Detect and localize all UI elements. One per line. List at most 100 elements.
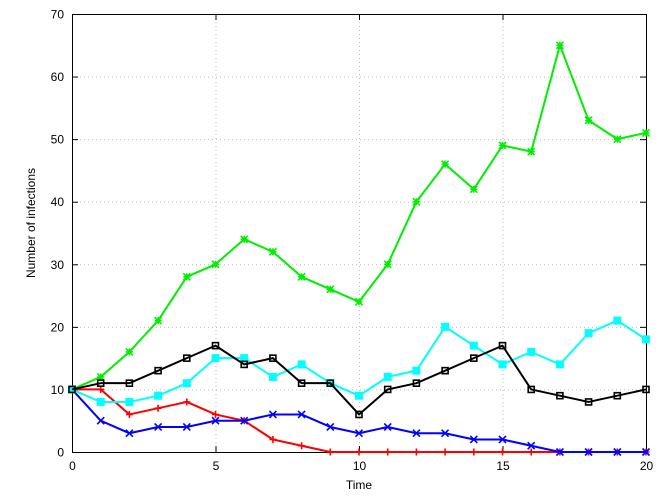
x-tick-label: 10	[353, 459, 367, 473]
series-4-point	[240, 354, 249, 363]
x-axis-title: Time	[346, 478, 373, 492]
series-3-point	[412, 429, 421, 438]
series-3-point	[354, 429, 364, 438]
axis-ticks: 0 5 10 15 20 0 10 20 30 40 50 60 70	[51, 8, 654, 474]
series-1-point	[441, 448, 449, 456]
series-2-point	[96, 372, 105, 381]
series-2-point	[412, 197, 421, 206]
y-tick-label: 50	[51, 133, 65, 147]
x-tick-label: 5	[213, 459, 220, 473]
series-5-point	[240, 360, 248, 369]
series-3-point	[297, 410, 306, 419]
series-5-point	[183, 354, 191, 362]
series-4-point	[96, 397, 105, 406]
series-4-point	[182, 379, 191, 388]
series-1-point	[326, 448, 334, 456]
series-2-point	[613, 135, 622, 144]
series-2-point	[240, 235, 249, 244]
series-3-point	[182, 422, 191, 432]
series-4-point	[613, 316, 622, 325]
series-4-point	[125, 397, 134, 406]
series-4-point	[584, 329, 593, 338]
series-4-point	[555, 360, 564, 369]
series-5-point	[269, 354, 277, 362]
series-4-point	[469, 341, 478, 350]
x-tick-label: 15	[496, 459, 510, 473]
series-4-point	[211, 354, 220, 363]
series-5-point	[441, 366, 449, 375]
series-5-point	[498, 341, 507, 350]
series-5-point	[527, 385, 536, 394]
series-5-point	[96, 379, 105, 387]
series-3-point	[154, 422, 163, 432]
series-4-point	[383, 372, 392, 381]
series-3-point	[613, 447, 622, 457]
series-4-point	[441, 322, 450, 331]
series-4-point	[412, 366, 421, 375]
x-tick-label: 0	[69, 459, 76, 473]
series-3-point	[584, 447, 593, 457]
series-2-point	[297, 272, 306, 281]
series-4-point	[297, 360, 306, 369]
series-2-point	[154, 316, 163, 325]
y-axis-title: Number of infections	[24, 168, 38, 278]
y-tick-label: 70	[51, 8, 65, 22]
y-tick-label: 10	[51, 383, 65, 397]
series-2-point	[383, 260, 392, 269]
series-2-point	[469, 185, 478, 194]
series-2-point	[498, 141, 507, 150]
series-4-point	[527, 347, 536, 356]
series-1-point	[412, 448, 420, 456]
y-tick-label: 30	[51, 258, 65, 272]
series-5-point	[613, 391, 622, 400]
y-tick-label: 40	[51, 195, 65, 209]
y-tick-label: 20	[51, 320, 65, 334]
series-2-point	[584, 116, 593, 125]
series-2-point	[441, 160, 450, 169]
series-5-point	[469, 354, 478, 362]
series-5-point	[154, 366, 162, 375]
series-3-point	[498, 435, 507, 444]
series-5-point	[326, 379, 335, 387]
series-1-point	[355, 448, 363, 456]
y-tick-label: 0	[57, 446, 64, 460]
series-1-point	[499, 448, 506, 456]
series-2-point	[527, 147, 536, 156]
y-tick-label: 60	[51, 70, 65, 84]
series-3-point	[96, 416, 105, 425]
grid	[72, 14, 647, 453]
series-3-point	[469, 435, 478, 444]
series-3-point	[641, 447, 651, 457]
series-1-point	[154, 404, 162, 412]
series-3-point	[268, 410, 277, 419]
series-4-point	[268, 372, 277, 381]
series-3-point	[527, 441, 536, 450]
series-2-line	[71, 44, 647, 391]
series-2-point	[125, 347, 134, 356]
series-1-point	[470, 448, 478, 456]
series-2-point	[211, 260, 220, 269]
series-4-point	[642, 335, 650, 344]
series-5-line	[71, 344, 647, 416]
series-5-point	[642, 385, 650, 394]
series-5-point	[68, 385, 76, 394]
series-5-point	[412, 379, 421, 387]
series-5-point	[355, 410, 363, 419]
series-5-point	[125, 379, 134, 387]
series-3-point	[383, 422, 392, 432]
x-tick-label: 20	[640, 459, 654, 473]
series-3-point	[240, 416, 249, 425]
series-1-point	[125, 410, 133, 418]
series-3-point	[555, 447, 564, 457]
series-5-point	[297, 379, 306, 387]
series-2-point	[641, 128, 651, 137]
series-3-point	[441, 429, 450, 438]
series-1-point	[97, 385, 105, 393]
series-3-point	[125, 429, 134, 438]
series-1-point	[269, 435, 277, 443]
series-5-point	[584, 398, 593, 406]
series-2-point	[182, 272, 191, 281]
series-5-point	[211, 341, 220, 350]
series-2-point	[354, 297, 364, 306]
